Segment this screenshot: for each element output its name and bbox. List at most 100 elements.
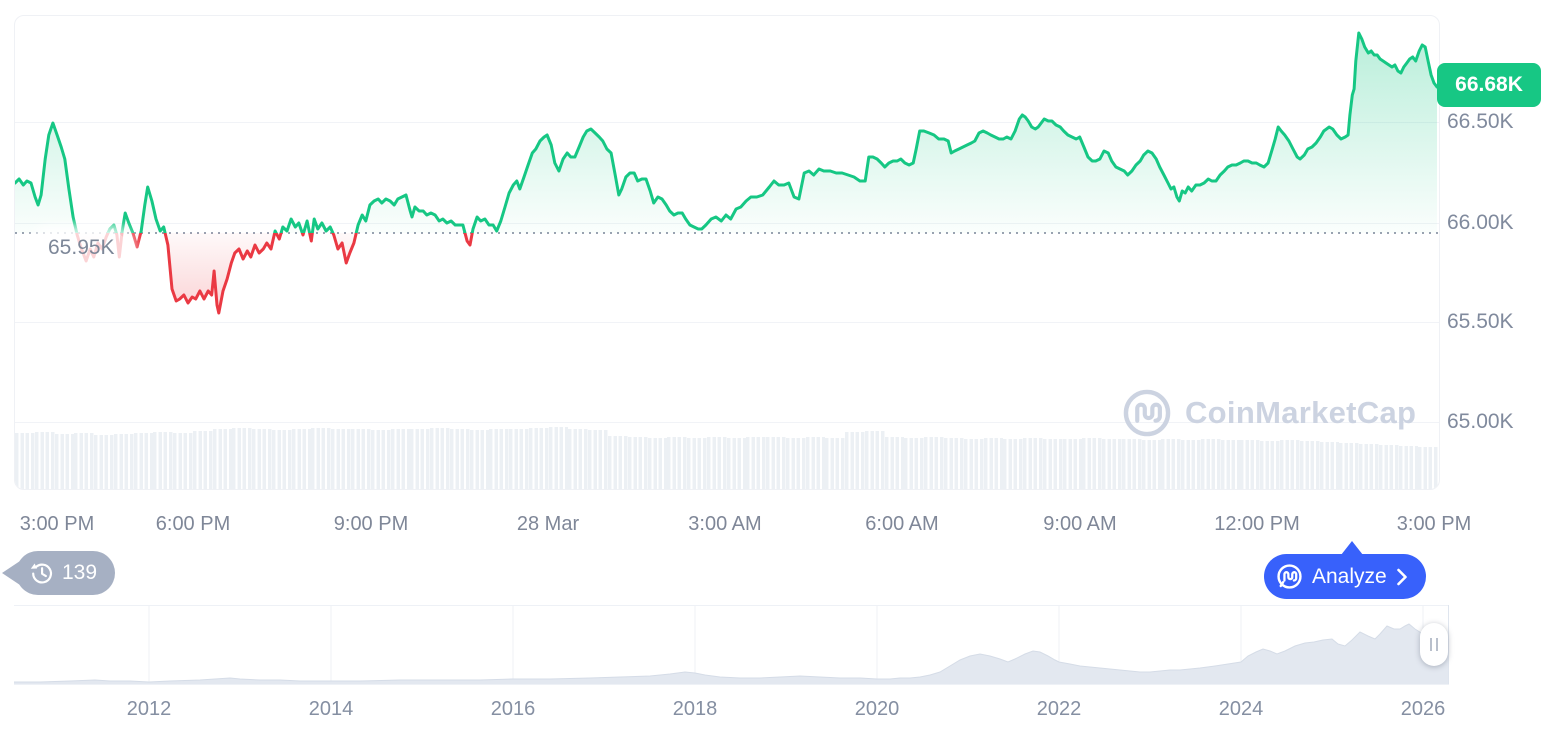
volume-bar-group [54,434,75,489]
gridline [15,122,1439,123]
volume-bar-group [568,429,589,489]
volume-bar-group [924,437,944,489]
year-axis-label: 2014 [308,698,354,720]
volume-bar-group [509,429,529,489]
volume-bar-group [1280,440,1300,489]
year-axis-label: 2016 [490,698,536,720]
volume-bar-group [805,437,826,489]
volume-bar-group [1378,445,1399,489]
chevron-right-icon [1396,568,1407,585]
volume-bar-group [94,435,114,489]
year-axis-label: 2020 [854,698,900,720]
y-axis-label: 65.00K [1447,410,1514,433]
volume-bar-group [113,434,134,489]
year-axis-label: 2018 [672,698,718,720]
volume-bar-group [963,439,984,489]
volume-bar-group [410,429,431,489]
y-axis-label: 66.00K [1447,211,1514,234]
y-axis-label: 66.50K [1447,110,1514,133]
year-axis-label: 2012 [126,698,172,720]
volume-bar-group [825,438,846,489]
volume-bar-group [1339,443,1360,489]
volume-bar-group [687,438,707,489]
volume-bar-group [726,438,747,489]
x-axis-label: 6:00 AM [865,513,939,535]
volume-bar-group [1003,439,1024,489]
volume-bar-group [1102,439,1122,489]
x-axis-label: 28 Mar [516,513,580,535]
x-axis-label: 3:00 PM [1396,513,1472,535]
volume-bar-group [1200,439,1221,489]
y-axis-label: 65.50K [1447,310,1514,333]
volume-bar-group [1220,440,1241,489]
volume-bar-group [153,432,174,489]
history-count: 139 [62,561,98,584]
volume-bar-group [34,432,55,489]
volume-bar-group [1260,441,1280,489]
x-axis-label: 9:00 PM [333,513,409,535]
x-axis-label: 9:00 AM [1043,513,1117,535]
volume-bar-group [647,438,668,489]
volume-bar-group [1082,438,1103,489]
price-line-chart [15,31,1439,315]
volume-bars [15,425,1439,489]
volume-bar-group [15,433,35,489]
year-axis-label: 2026 [1400,698,1446,720]
volume-bar-group [785,438,806,489]
x-axis-label: 3:00 AM [688,513,762,535]
gridline [15,422,1439,423]
analyze-button[interactable]: Analyze [1264,554,1426,599]
volume-bar-group [1042,439,1063,489]
coinmarketcap-logo-icon [1123,389,1171,437]
volume-bar-group [1161,439,1182,489]
watermark-text: CoinMarketCap [1185,395,1417,430]
volume-bar-group [469,430,490,489]
price-chart-area[interactable]: CoinMarketCap 65.95K [14,15,1440,490]
history-badge[interactable]: 139 [16,551,116,595]
volume-bar-group [1299,441,1320,489]
coinmarketcap-logo-icon [1277,564,1302,589]
volume-bar-group [943,438,964,489]
year-axis-label: 2022 [1036,698,1082,720]
volume-bar-group [192,431,213,489]
volume-bar-group [390,429,411,489]
volume-bar-group [845,432,865,489]
volume-bar-group [904,438,925,489]
volume-bar-group [746,437,767,489]
volume-bar-group [528,428,549,489]
volume-bar-group [212,429,233,489]
volume-bar-group [588,430,608,489]
volume-bar-group [74,433,95,489]
volume-bar-group [133,433,154,489]
timeline-minimap[interactable] [0,604,1566,686]
current-price-badge: 66.68K [1437,63,1541,107]
volume-bar-group [351,429,371,489]
gridline [15,322,1439,323]
volume-bar-group [1141,440,1162,489]
volume-bar-group [1121,439,1142,489]
volume-bar-group [489,429,510,489]
volume-bar-group [983,438,1004,489]
volume-bar-group [271,430,292,489]
volume-bar-group [1062,439,1083,489]
volume-bar-group [1181,440,1201,489]
x-axis-label: 3:00 PM [19,513,95,535]
volume-bar-group [627,437,648,489]
volume-bar-group [766,437,786,489]
volume-bar-group [370,430,391,489]
history-clock-icon [30,563,52,584]
volume-bar-group [1023,438,1043,489]
volume-bar-group [291,429,312,489]
volume-bar-group [1359,444,1379,489]
analyze-button-tail [1341,541,1363,555]
year-axis-label: 2024 [1218,698,1264,720]
x-axis-label: 12:00 PM [1214,513,1300,535]
coinmarketcap-watermark: CoinMarketCap [1121,387,1416,439]
baseline-price-label: 65.95K [35,232,128,264]
volume-bar-group [173,433,193,489]
volume-bar-group [449,429,470,489]
timeline-scrubber-handle[interactable] [1420,623,1448,666]
volume-bar-group [607,436,628,489]
volume-bar-group [311,428,332,489]
